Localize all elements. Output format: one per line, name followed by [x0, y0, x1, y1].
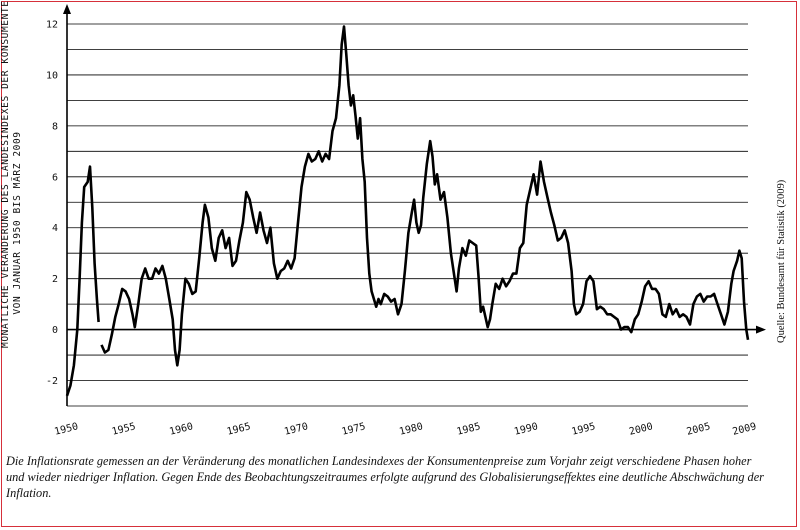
x-tick-label: 1955: [111, 421, 137, 438]
tick-labels: -2 0 2 4 6 8 10 12 1950 1955 1960 1965 1970 1975 1980 1…: [46, 20, 758, 438]
x-tick-label: 1990: [513, 421, 539, 438]
x-tick-label: 1985: [456, 421, 482, 438]
y-tick-label: 10: [46, 70, 58, 81]
x-axis-arrow: [756, 325, 766, 334]
inflation-chart: -2 0 2 4 6 8 10 12 1950 1955 1960 1965 1970 1975 1980 1…: [46, 4, 766, 438]
y-axis-label-line-2: VON JANUAR 1950 BIS MÄRZ 2009: [12, 131, 23, 315]
x-tick-label: 2009: [732, 421, 758, 438]
x-tick-label: 1950: [53, 421, 79, 438]
y-tick-label: 12: [46, 20, 58, 31]
y-tick-label: 4: [52, 223, 58, 234]
inflation-line: [65, 25, 750, 397]
x-tick-label: 1995: [571, 421, 597, 438]
y-axis-arrow: [63, 4, 71, 14]
y-tick-label: -2: [46, 376, 58, 387]
x-tick-label: 1975: [341, 421, 367, 438]
x-tick-label: 1965: [226, 421, 252, 438]
x-tick-label: 1960: [168, 421, 194, 438]
x-tick-label: 1970: [283, 421, 309, 438]
source-note: Quelle: Bundesamt für Statistik (2009): [776, 179, 787, 343]
y-axis-label: MONATLICHE VERÄNDERUNG DES LANDESINDEXES…: [0, 0, 30, 348]
x-tick-label: 2000: [628, 421, 654, 438]
y-tick-label: 2: [52, 274, 58, 285]
x-tick-label: 2005: [686, 421, 712, 438]
y-axis-label-line-1: MONATLICHE VERÄNDERUNG DES LANDESINDEXES…: [0, 0, 11, 348]
y-tick-label: 6: [52, 172, 58, 183]
axes: [63, 4, 766, 406]
x-tick-label: 1980: [398, 421, 424, 438]
y-tick-label: 0: [52, 325, 58, 336]
figure-caption: Die Inflationsrate gemessen an der Verän…: [6, 454, 764, 500]
y-tick-label: 8: [52, 121, 58, 132]
grid-lines: [67, 23, 748, 407]
